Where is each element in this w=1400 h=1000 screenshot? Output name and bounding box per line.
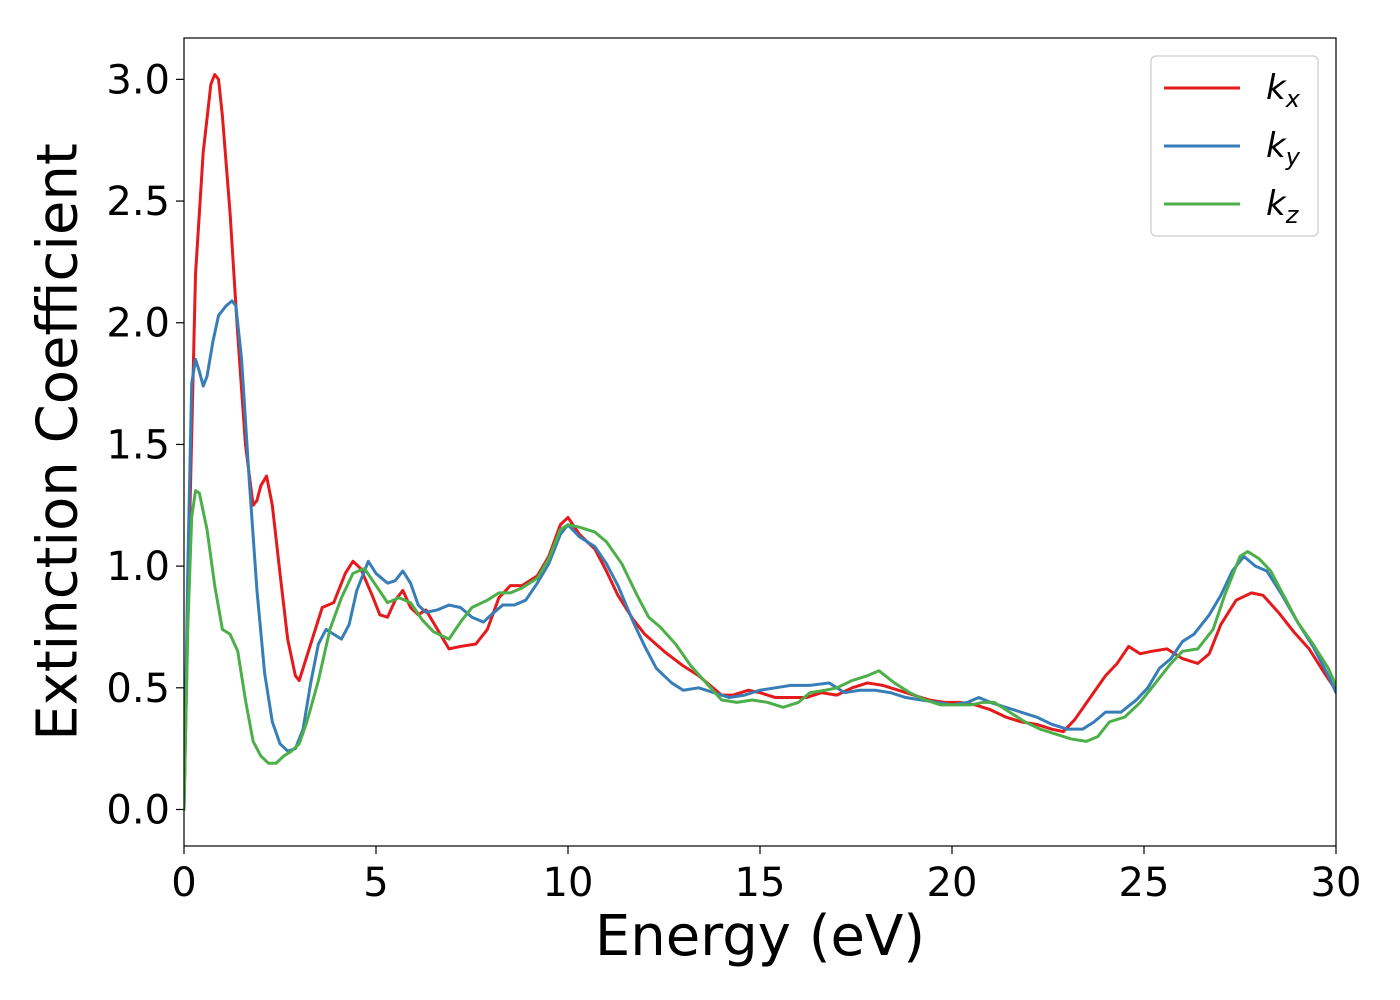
legend-label-base: k — [1266, 126, 1287, 166]
y-axis-label: Extinction Coefficient — [26, 143, 91, 741]
y-tick-label: 0.5 — [106, 666, 170, 712]
legend-label-kx: kx — [1266, 68, 1301, 113]
y-axis-ticks: 0.0 0.5 1.0 1.5 2.0 2.5 3.0 — [106, 57, 184, 833]
x-tick-label: 30 — [1311, 860, 1362, 906]
legend-label-kz: kz — [1266, 184, 1300, 229]
legend-label-base: k — [1266, 68, 1287, 108]
y-tick-label: 3.0 — [106, 57, 170, 103]
y-tick-label: 2.0 — [106, 301, 170, 347]
legend-label-subscript: x — [1285, 85, 1301, 113]
x-tick-label: 5 — [363, 860, 388, 906]
y-tick-label: 2.5 — [106, 179, 170, 225]
series-layer — [184, 73, 1336, 811]
x-tick-label: 0 — [171, 860, 196, 906]
legend-label-subscript: z — [1285, 201, 1300, 229]
x-axis-label: Energy (eV) — [595, 904, 925, 969]
x-axis-ticks: 0 5 10 15 20 25 30 — [171, 846, 1361, 906]
x-tick-label: 15 — [735, 860, 786, 906]
legend-label-subscript: y — [1285, 143, 1301, 171]
legend-label-ky: ky — [1266, 126, 1301, 171]
series-line-ky — [184, 299, 1336, 811]
x-tick-label: 20 — [927, 860, 978, 906]
x-tick-label: 10 — [543, 860, 594, 906]
series-line-kz — [184, 489, 1336, 811]
y-tick-label: 1.0 — [106, 544, 170, 590]
y-tick-label: 0.0 — [106, 787, 170, 833]
legend-label-base: k — [1266, 184, 1287, 224]
y-tick-label: 1.5 — [106, 422, 170, 468]
x-tick-label: 25 — [1119, 860, 1170, 906]
